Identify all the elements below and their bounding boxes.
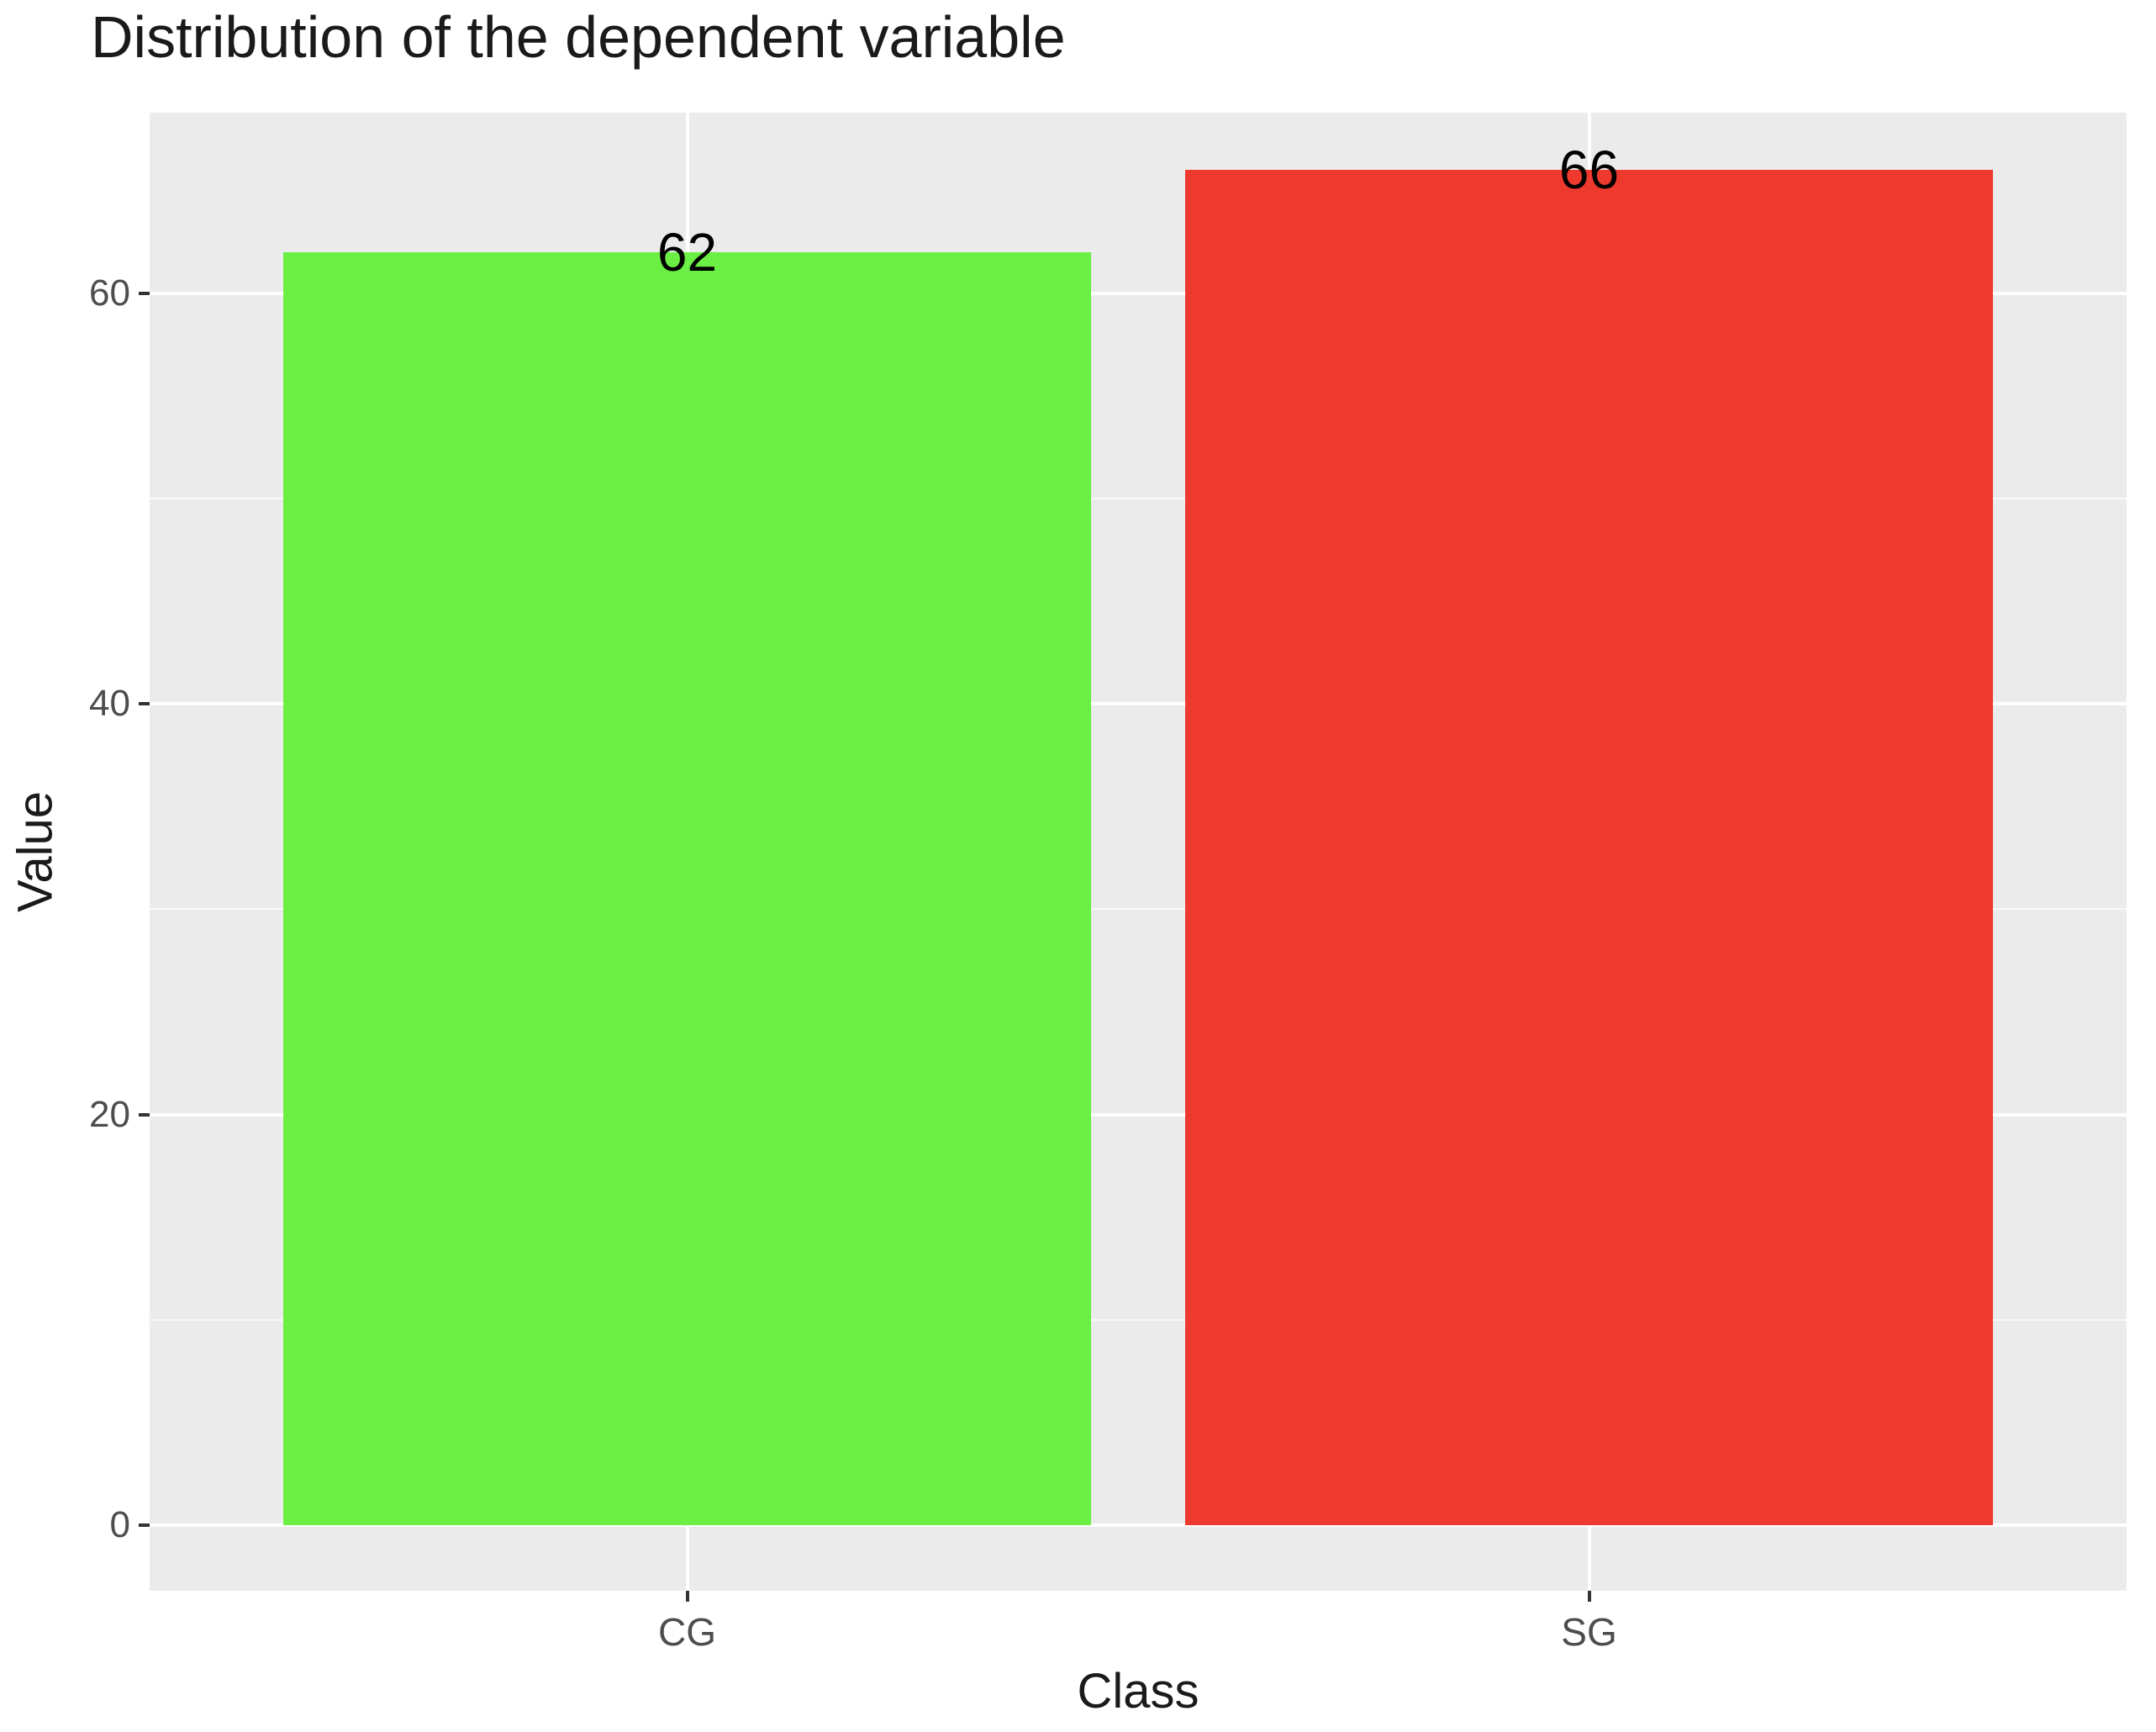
x-tick-mark-sg [1587,1591,1591,1602]
bar-sg [1185,170,1993,1525]
plot-panel: 62 66 [150,113,2127,1591]
gridline-major-0 [150,1523,2127,1527]
gridline-minor-50 [150,498,2127,500]
gridline-major-60 [150,291,2127,295]
y-tick-label-20: 20 [89,1093,130,1135]
x-tick-label-sg: SG [1561,1610,1617,1654]
bar-value-label-sg: 66 [1558,140,1620,201]
gridline-minor-10 [150,1318,2127,1321]
y-tick-mark-20 [139,1112,150,1117]
y-tick-mark-0 [139,1523,150,1527]
y-tick-label-0: 0 [109,1503,130,1545]
y-tick-label-40: 40 [89,683,130,725]
chart-title: Distribution of the dependent variable [91,4,1066,70]
y-axis-title: Value [8,790,63,913]
bar-cg [283,252,1091,1525]
y-tick-mark-60 [139,291,150,295]
gridline-minor-30 [150,908,2127,911]
gridline-major-20 [150,1112,2127,1117]
y-tick-mark-40 [139,702,150,706]
x-tick-mark-cg [685,1591,689,1602]
bar-value-label-cg: 62 [656,222,718,283]
x-tick-label-cg: CG [658,1610,716,1654]
x-axis-title: Class [1077,1664,1199,1719]
gridline-major-40 [150,702,2127,706]
y-tick-label-60: 60 [89,272,130,314]
